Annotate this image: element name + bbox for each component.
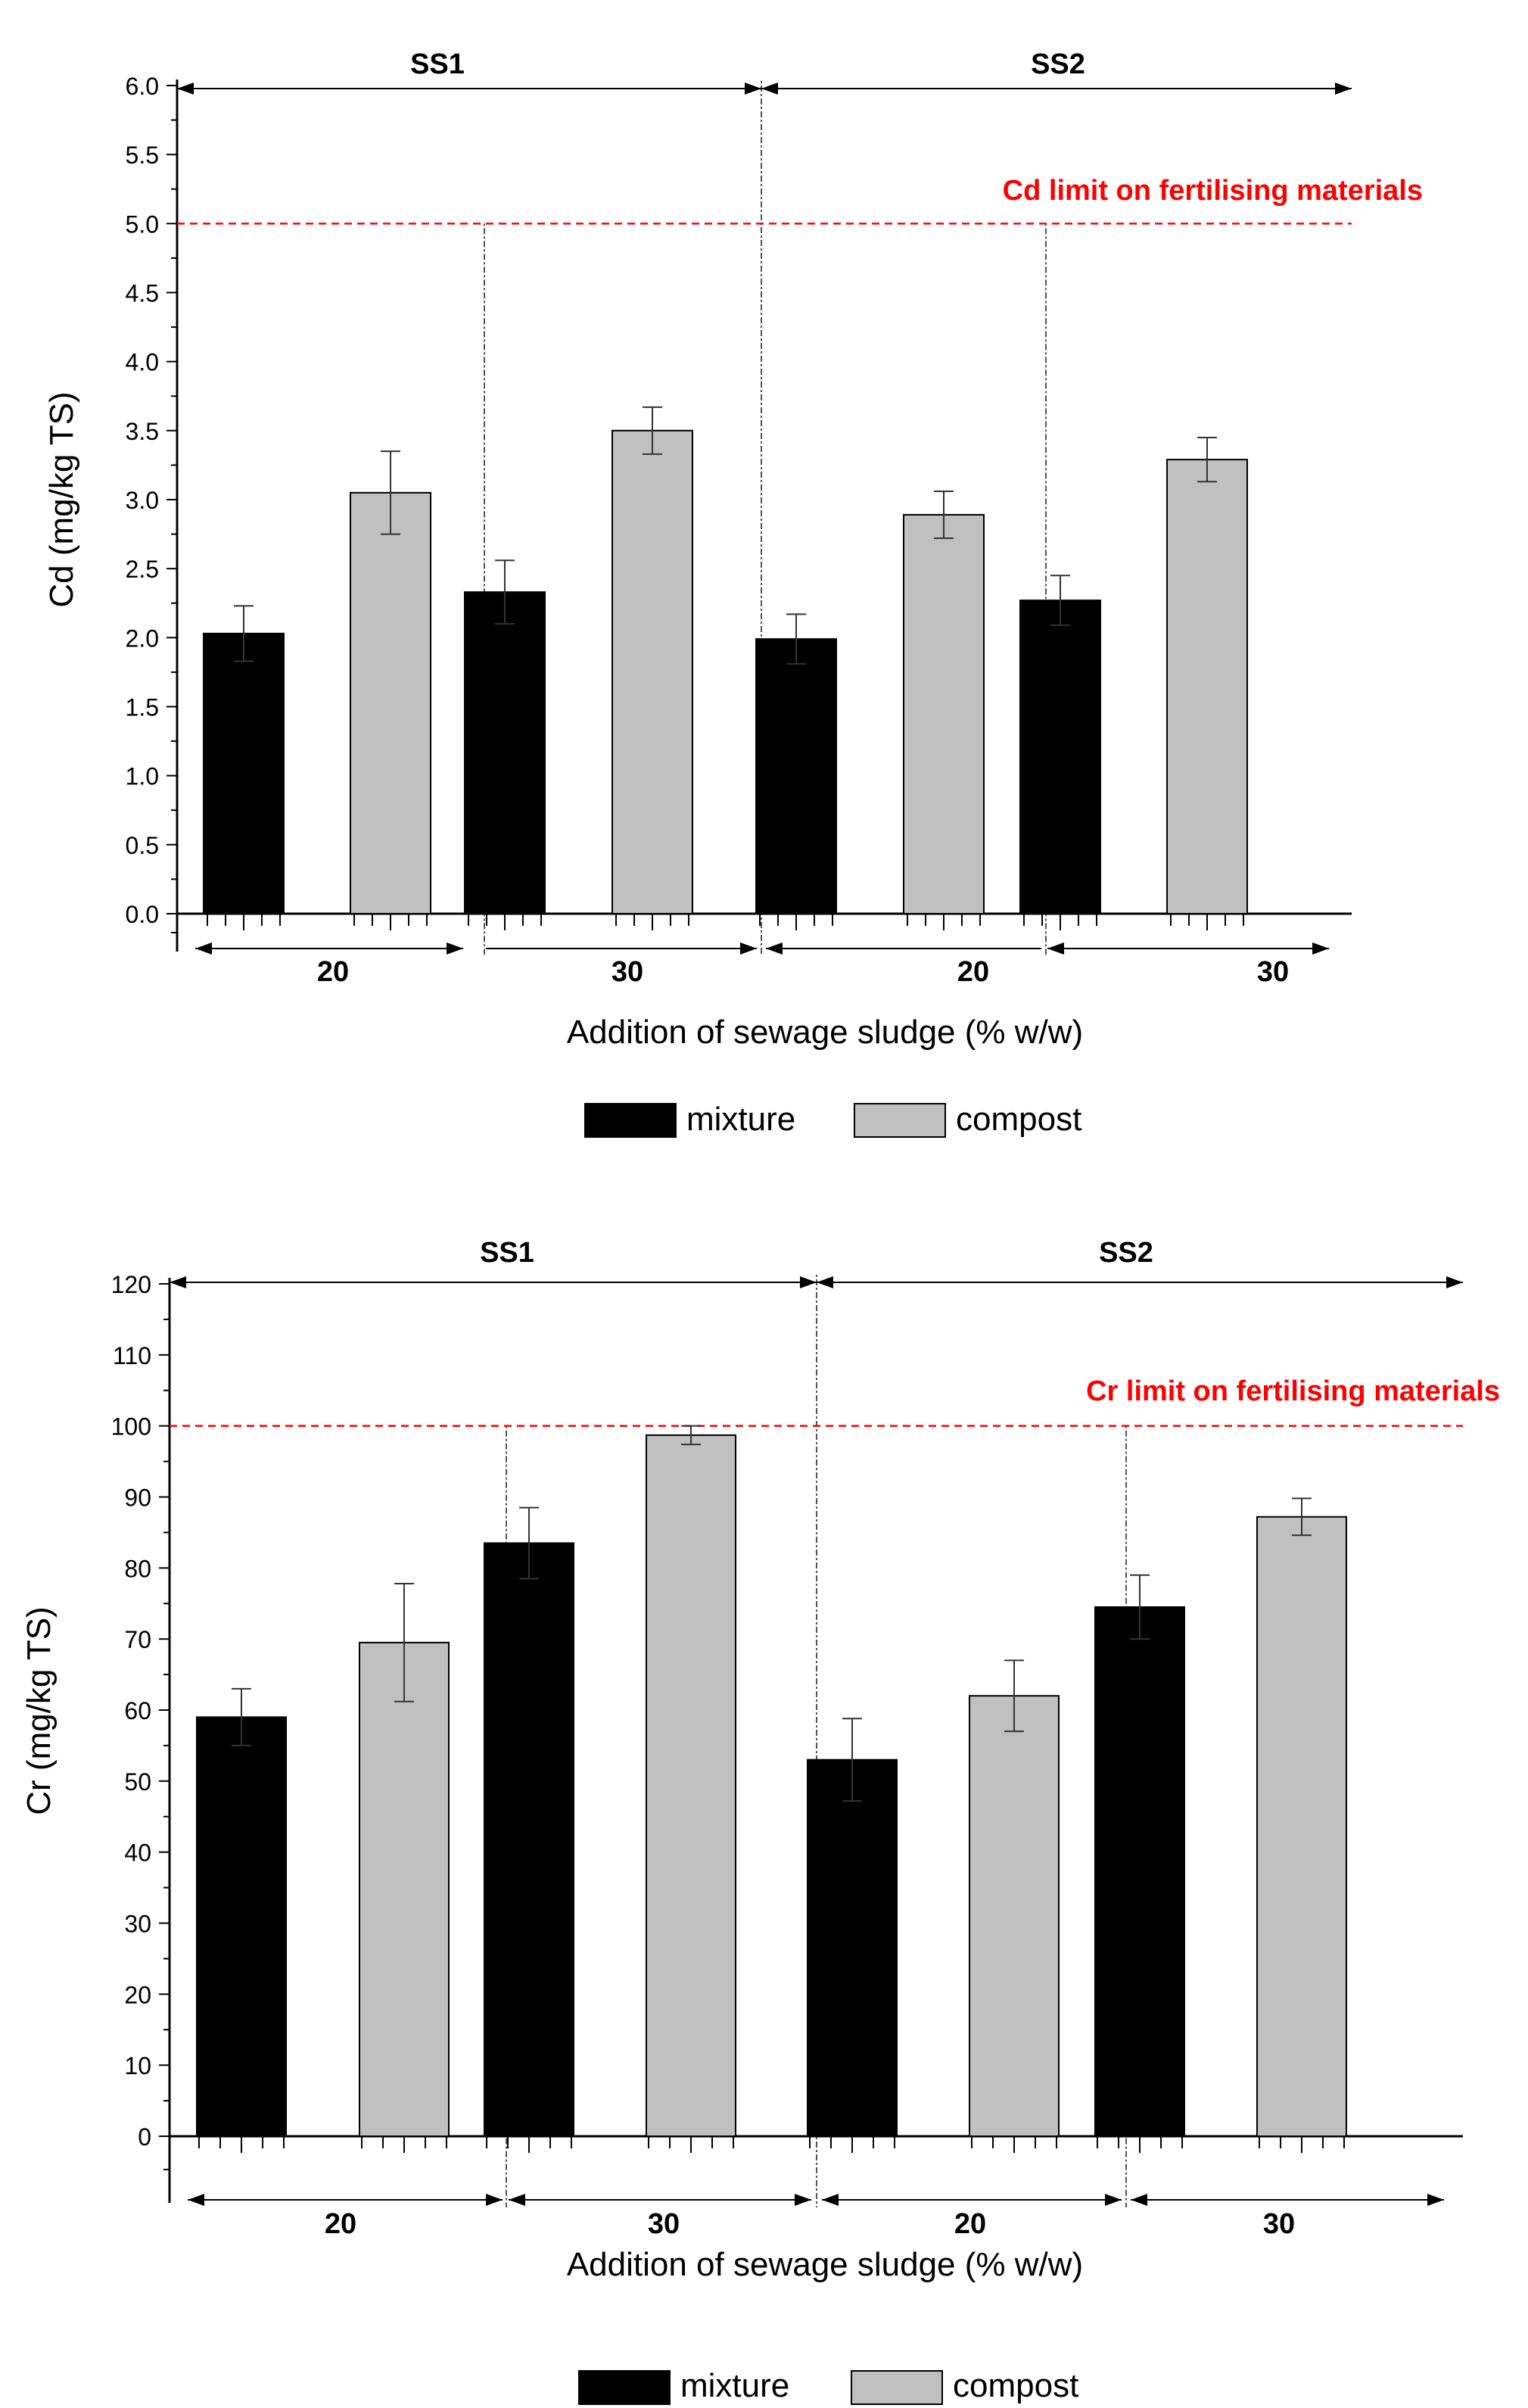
category-arrow-left-arrowhead [822, 2194, 839, 2206]
y-tick-label: 70 [124, 1626, 151, 1653]
y-tick-label: 2.0 [126, 625, 159, 652]
category-arrow-right-arrowhead [1312, 942, 1329, 955]
y-tick-label: 100 [111, 1413, 151, 1441]
bar-mixture [484, 1542, 574, 2138]
bar-mixture [203, 632, 285, 914]
ss1-arrow-left-arrowhead [177, 83, 194, 95]
y-axis-title: Cr (mg/kg TS) [20, 1606, 58, 1815]
limit-label: Cr limit on fertilising materials [1086, 1375, 1500, 1407]
y-tick-label: 1.5 [126, 694, 159, 721]
group-label-ss1: SS1 [480, 1237, 534, 1269]
legend-swatch-mixture [584, 1103, 677, 1138]
bar-compost [646, 1434, 736, 2137]
category-label: 30 [612, 956, 643, 988]
y-axis-title: Cd (mg/kg TS) [43, 391, 80, 607]
ss1-arrow-right-arrowhead [800, 1276, 817, 1288]
category-label: 30 [648, 2208, 680, 2240]
bar-compost [903, 514, 985, 914]
y-tick-label: 6.0 [126, 73, 159, 100]
y-tick-label: 30 [124, 1911, 151, 1938]
y-tick-label: 3.0 [126, 487, 159, 514]
category-arrow-left-arrowhead [766, 942, 783, 955]
x-axis-title: Addition of sewage sludge (% w/w) [567, 2246, 1083, 2283]
category-arrow-left-arrowhead [509, 2194, 525, 2206]
y-tick-label: 4.0 [126, 349, 159, 376]
bar-mixture [807, 1758, 898, 2138]
bar-mixture [1094, 1606, 1185, 2137]
ss2-arrow-left-arrowhead [817, 1276, 833, 1288]
legend-swatch-compost [854, 1103, 946, 1138]
bar-compost [969, 1695, 1060, 2138]
y-tick-label: 0.5 [126, 832, 159, 859]
legend-swatch-mixture [578, 2370, 671, 2405]
bar-compost [612, 429, 693, 914]
category-label: 20 [954, 2208, 986, 2240]
y-tick-label: 50 [124, 1768, 151, 1796]
bar-mixture [464, 591, 546, 914]
y-tick-label: 3.5 [126, 418, 159, 445]
y-tick-label: 80 [124, 1555, 151, 1582]
bar-mixture [196, 1716, 287, 2137]
legend-label-mixture: mixture [686, 1101, 795, 1138]
y-tick-label: 0.0 [126, 901, 159, 928]
x-axis-title: Addition of sewage sludge (% w/w) [567, 1014, 1083, 1051]
y-tick-label: 1.0 [126, 763, 159, 790]
y-tick-label: 20 [124, 1981, 151, 2008]
category-label: 20 [957, 956, 989, 988]
y-tick-label: 90 [124, 1484, 151, 1512]
cr-chart: 0 10 20 30 40 50 60 70 80 90 100 110 120 SS1 SS2 Cr lim… [20, 1237, 1500, 2405]
group-label-ss1: SS1 [410, 48, 465, 80]
y-tick-label: 60 [124, 1697, 151, 1724]
ss2-arrow-right-arrowhead [1446, 1276, 1463, 1288]
ss1-arrow-left-arrowhead [170, 1276, 186, 1288]
bar-mixture [1019, 600, 1101, 914]
y-tick-label: 120 [111, 1271, 151, 1298]
legend-label-compost: compost [953, 2367, 1078, 2404]
ss2-arrow-right-arrowhead [1335, 83, 1352, 95]
bar-compost [350, 491, 431, 914]
cd-chart: 0.0 0.5 1.0 1.5 2.0 2.5 3.0 3.5 4.0 4.5 5.0 5.5 6.0 S… [43, 48, 1423, 1138]
category-arrow-right-arrowhead [1427, 2194, 1444, 2206]
group-label-ss2: SS2 [1031, 48, 1085, 80]
category-arrow-left-arrowhead [188, 2194, 204, 2206]
ss1-arrow-right-arrowhead [745, 83, 761, 95]
legend-label-compost: compost [956, 1101, 1081, 1138]
legend-label-mixture: mixture [680, 2367, 789, 2404]
legend-swatch-compost [851, 2370, 943, 2405]
y-tick-label: 10 [124, 2052, 151, 2079]
category-arrow-right-arrowhead [1105, 2194, 1122, 2206]
bar-compost [1166, 459, 1248, 914]
y-tick-label: 5.0 [126, 210, 159, 238]
category-label: 20 [317, 956, 349, 988]
category-arrow-left-arrowhead [1131, 2194, 1147, 2206]
y-tick-label: 40 [124, 1839, 151, 1867]
y-tick-label: 0 [138, 2123, 151, 2151]
ss2-arrow-left-arrowhead [761, 83, 778, 95]
y-tick-label: 5.5 [126, 142, 159, 169]
category-label: 30 [1257, 956, 1289, 988]
category-arrow-right-arrowhead [486, 2194, 503, 2206]
category-label: 30 [1263, 2208, 1295, 2240]
category-arrow-right-arrowhead [447, 942, 463, 955]
category-arrow-right-arrowhead [740, 942, 757, 955]
bar-compost [1256, 1516, 1347, 2137]
category-arrow-left-arrowhead [1047, 942, 1064, 955]
category-label: 20 [325, 2208, 356, 2240]
limit-label: Cd limit on fertilising materials [1003, 175, 1423, 207]
y-tick-label: 2.5 [126, 556, 159, 583]
group-label-ss2: SS2 [1099, 1237, 1153, 1269]
y-tick-label: 110 [113, 1342, 151, 1369]
bar-compost [359, 1641, 450, 2138]
category-arrow-left-arrowhead [195, 942, 212, 955]
bar-mixture [755, 638, 837, 914]
y-tick-label: 4.5 [126, 280, 159, 307]
category-arrow-right-arrowhead [795, 2194, 811, 2206]
